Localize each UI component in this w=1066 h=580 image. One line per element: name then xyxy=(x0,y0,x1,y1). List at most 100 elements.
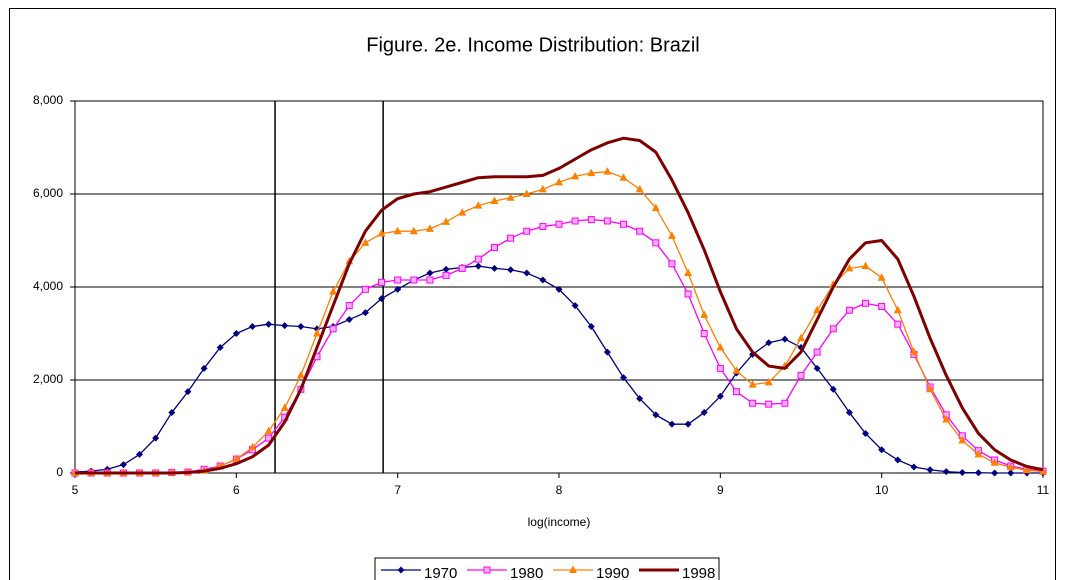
marker xyxy=(781,335,789,343)
marker xyxy=(700,330,708,337)
marker xyxy=(652,239,660,247)
marker xyxy=(942,415,951,423)
marker xyxy=(620,220,628,228)
marker xyxy=(974,449,983,458)
marker xyxy=(569,565,577,573)
marker xyxy=(716,342,725,351)
marker xyxy=(910,463,918,471)
marker xyxy=(329,325,337,333)
marker xyxy=(265,434,273,442)
marker xyxy=(409,226,418,235)
marker xyxy=(813,348,821,356)
legend-label: 1990 xyxy=(596,565,629,580)
x-tick-label: 8 xyxy=(556,483,563,497)
marker xyxy=(152,434,160,442)
marker xyxy=(668,260,676,268)
marker xyxy=(845,306,853,314)
marker xyxy=(684,420,692,428)
marker xyxy=(781,399,789,407)
marker xyxy=(684,290,692,298)
marker xyxy=(345,316,353,324)
series-line xyxy=(75,136,1044,475)
marker xyxy=(603,348,611,356)
marker xyxy=(862,429,870,437)
marker xyxy=(716,364,724,372)
marker xyxy=(797,333,805,342)
x-tick-label: 9 xyxy=(717,483,724,497)
marker xyxy=(426,269,434,277)
marker xyxy=(587,168,596,177)
marker xyxy=(813,364,821,372)
marker xyxy=(474,201,483,209)
marker xyxy=(232,454,241,463)
marker xyxy=(458,264,466,272)
marker xyxy=(603,217,611,225)
marker xyxy=(636,395,644,403)
marker xyxy=(1006,462,1015,471)
marker xyxy=(248,442,257,451)
marker xyxy=(410,276,418,284)
marker xyxy=(909,347,918,356)
marker xyxy=(361,309,369,317)
marker xyxy=(361,238,370,246)
marker xyxy=(523,269,531,277)
marker xyxy=(991,469,999,477)
marker xyxy=(651,203,660,211)
legend-label: 1970 xyxy=(424,565,457,580)
y-tick-label: 2,000 xyxy=(33,372,63,386)
marker xyxy=(490,243,498,251)
marker xyxy=(668,420,676,428)
marker xyxy=(603,167,612,175)
marker xyxy=(636,227,644,235)
marker xyxy=(926,384,935,393)
marker xyxy=(555,220,563,228)
marker xyxy=(425,224,434,232)
marker xyxy=(490,196,499,204)
marker xyxy=(378,278,386,286)
marker xyxy=(894,320,902,328)
marker xyxy=(426,276,434,284)
legend-label: 1980 xyxy=(510,565,543,580)
marker xyxy=(313,329,321,337)
marker xyxy=(765,400,773,408)
marker xyxy=(990,458,999,466)
marker xyxy=(1022,465,1031,474)
marker xyxy=(474,255,482,263)
marker xyxy=(749,399,757,407)
marker xyxy=(587,216,595,224)
y-tick-label: 0 xyxy=(56,465,63,479)
legend-box xyxy=(374,557,720,580)
marker xyxy=(700,310,709,318)
marker xyxy=(878,446,886,454)
legend-label: 1998 xyxy=(682,565,715,580)
marker xyxy=(297,323,305,331)
marker xyxy=(539,276,547,284)
y-tick-label: 4,000 xyxy=(33,279,63,293)
x-tick-label: 5 xyxy=(72,483,79,497)
marker xyxy=(894,456,902,464)
marker xyxy=(878,303,886,311)
marker xyxy=(1039,467,1047,475)
marker xyxy=(829,325,837,333)
x-axis-label: log(income) xyxy=(528,515,591,529)
marker xyxy=(877,273,886,281)
marker xyxy=(667,231,676,239)
marker xyxy=(506,193,515,201)
marker xyxy=(232,330,240,337)
x-tick-label: 7 xyxy=(394,483,401,497)
marker xyxy=(394,276,402,284)
marker xyxy=(942,468,950,476)
marker xyxy=(507,266,515,274)
marker xyxy=(442,217,451,225)
marker xyxy=(587,323,595,331)
marker xyxy=(522,189,531,197)
y-tick-label: 6,000 xyxy=(33,186,63,200)
x-tick-label: 10 xyxy=(875,483,889,497)
marker xyxy=(619,173,628,181)
marker xyxy=(216,343,224,351)
marker xyxy=(397,566,405,574)
marker xyxy=(732,366,741,374)
marker xyxy=(264,426,273,435)
marker xyxy=(700,409,708,417)
